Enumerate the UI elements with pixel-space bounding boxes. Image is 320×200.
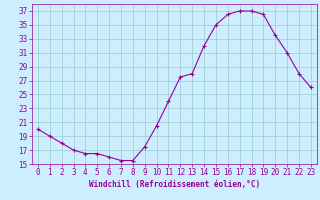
X-axis label: Windchill (Refroidissement éolien,°C): Windchill (Refroidissement éolien,°C) <box>89 180 260 189</box>
